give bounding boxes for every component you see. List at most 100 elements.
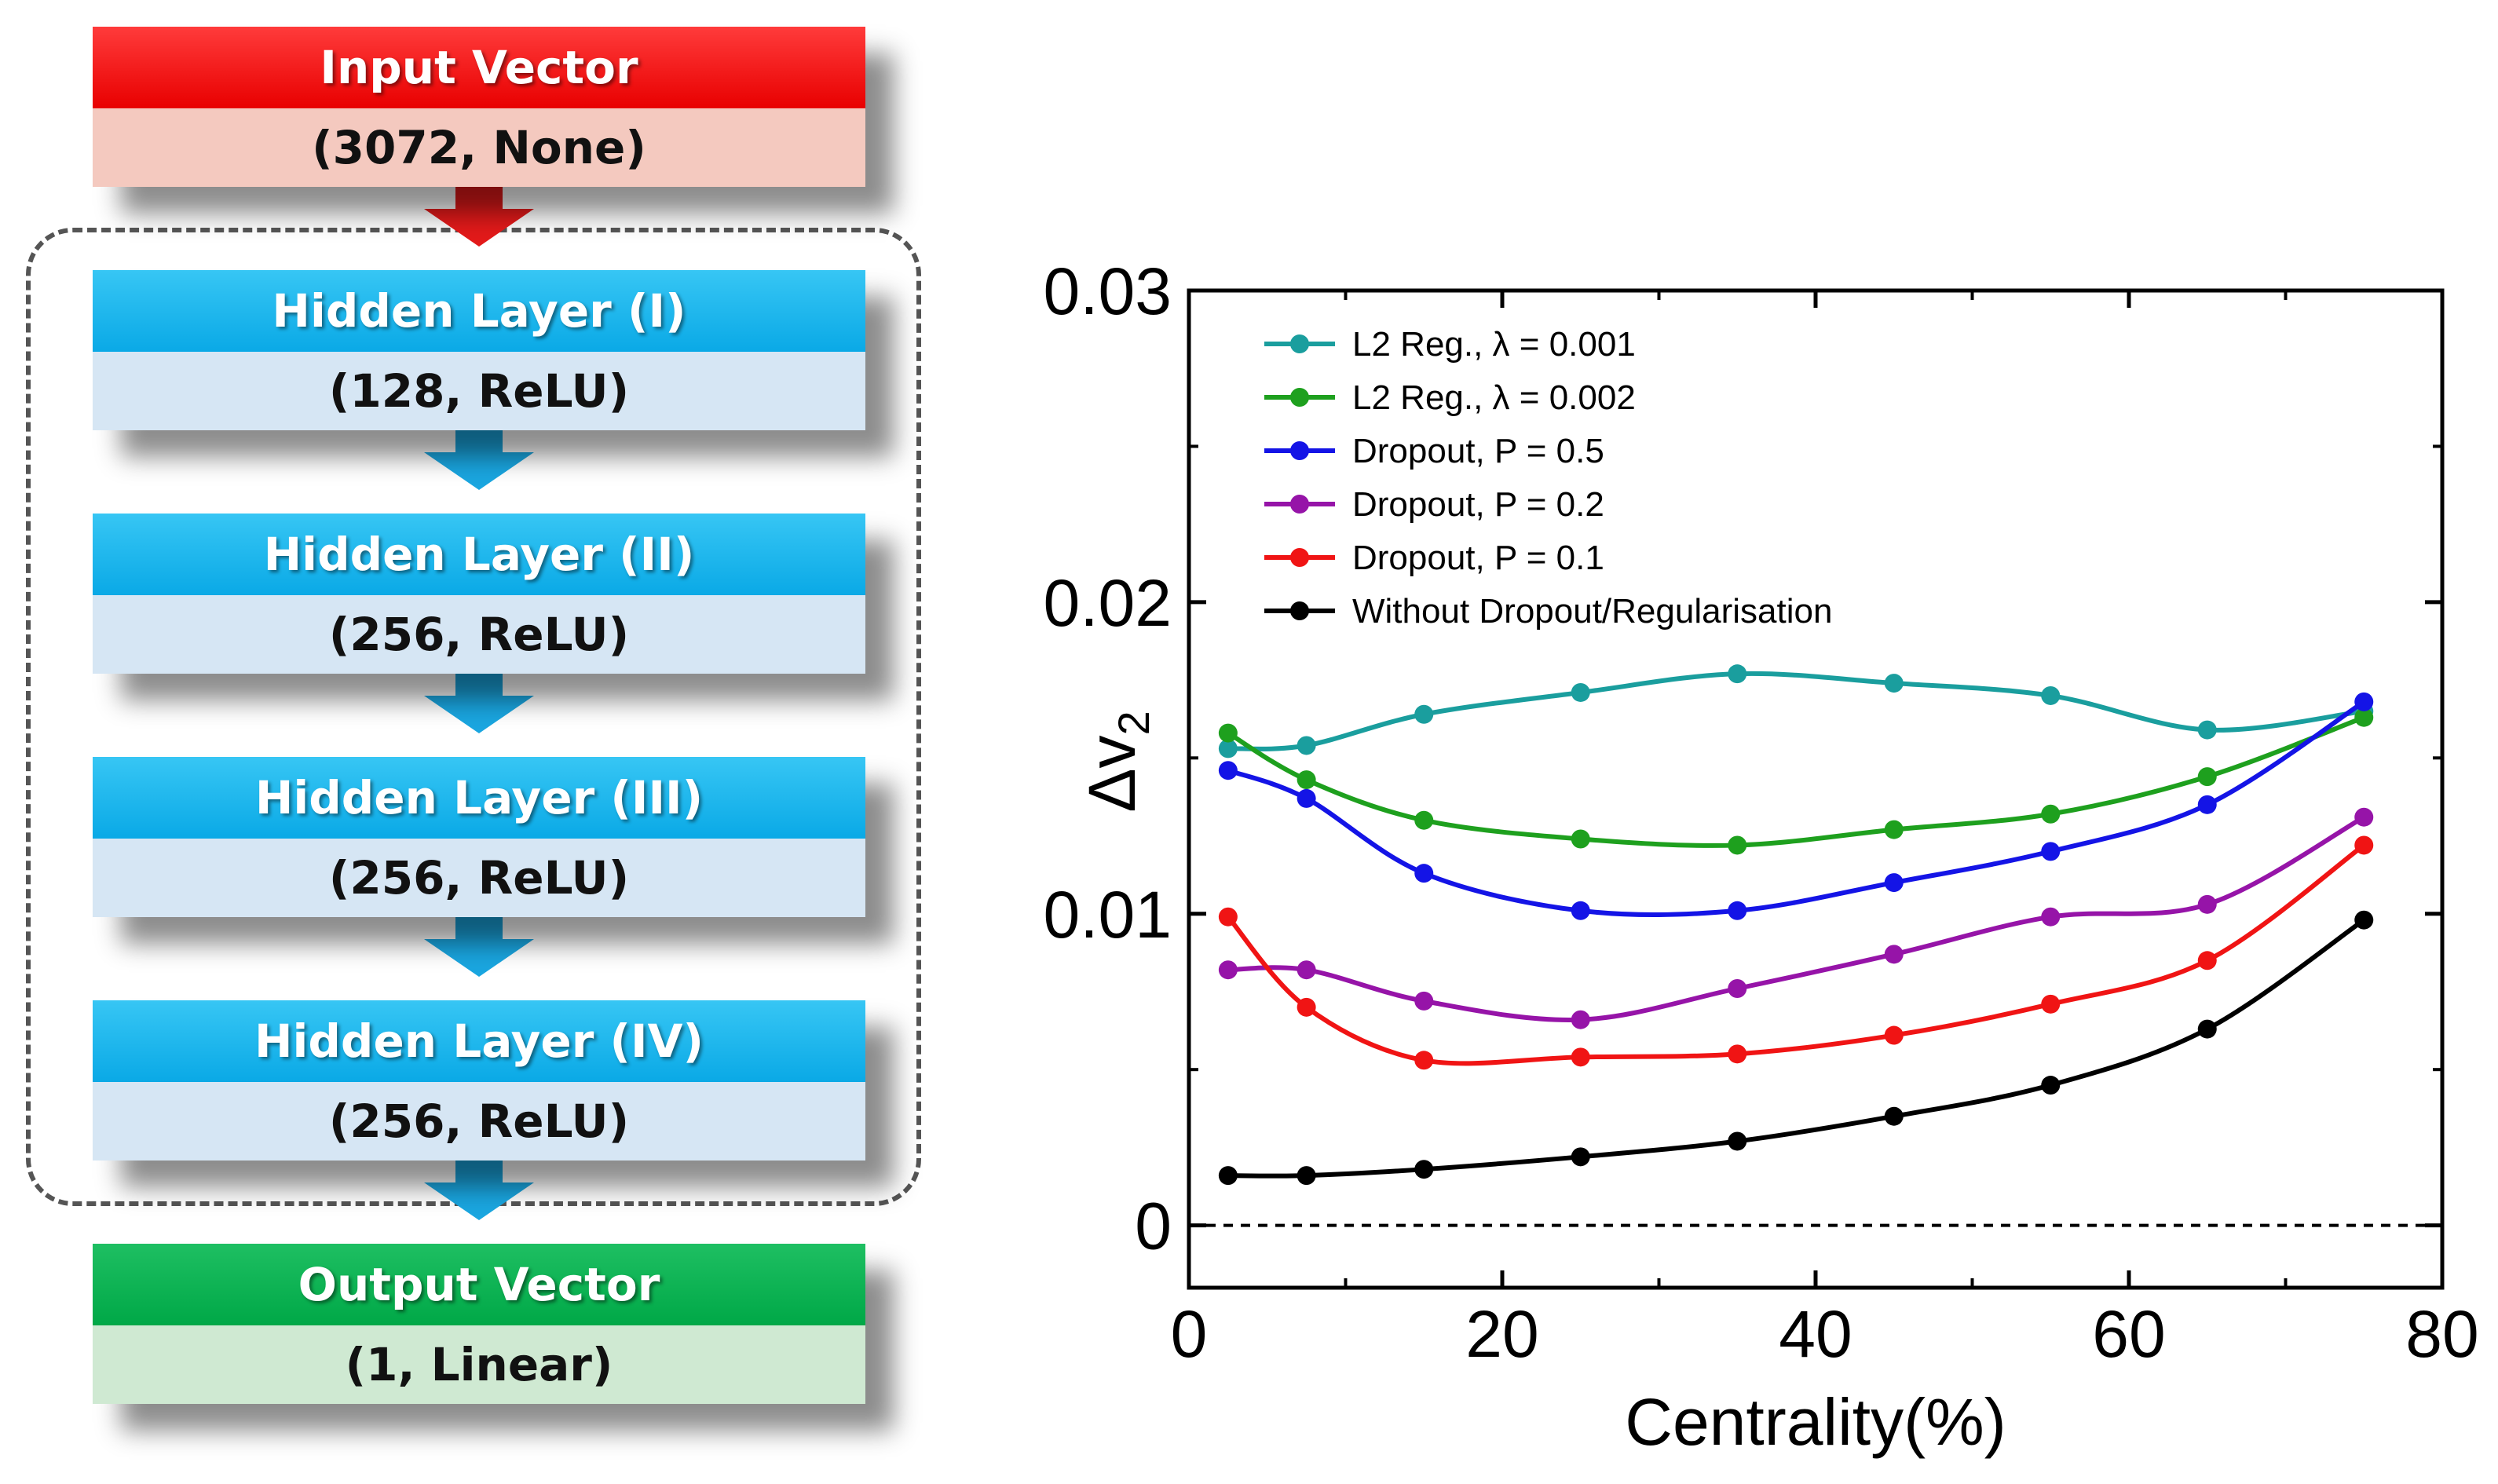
legend-entry: L2 Reg., λ = 0.001 [1264, 325, 1636, 364]
legend-marker [1290, 601, 1309, 620]
data-point [1218, 960, 1238, 980]
data-point [2354, 910, 2374, 930]
data-point [1414, 1051, 1434, 1070]
block-title: Hidden Layer (III) [93, 757, 865, 839]
series-line [1227, 918, 2365, 1179]
legend: L2 Reg., λ = 0.001 L2 Reg., λ = 0.002 Drop… [1264, 325, 1832, 631]
series-line [1227, 815, 2365, 1022]
x-tick-label: 20 [1465, 1297, 1538, 1371]
data-point [1728, 979, 1747, 998]
series-2 [1218, 692, 2374, 920]
y-tick-label: 0 [1135, 1190, 1172, 1263]
data-point [2041, 1076, 2061, 1095]
y-axis-title: Δv2 [1075, 711, 1158, 812]
arrow-h3-to-h4-icon [424, 909, 534, 977]
legend-label: L2 Reg., λ = 0.002 [1352, 378, 1636, 417]
data-point [2041, 907, 2061, 927]
x-axis-title: Centrality(%) [1625, 1385, 2006, 1459]
legend-entry: Dropout, P = 0.5 [1264, 432, 1604, 470]
block-detail: (256, ReLU) [93, 839, 865, 917]
x-tick-label: 0 [1171, 1297, 1208, 1371]
data-point [2354, 807, 2374, 827]
data-point [1728, 835, 1747, 855]
legend-label: Dropout, P = 0.5 [1352, 432, 1604, 470]
series-layer [1218, 664, 2374, 1186]
legend-marker [1290, 495, 1309, 514]
data-point [2354, 707, 2374, 727]
block-title: Output Vector [93, 1244, 865, 1325]
series-line [1226, 843, 2366, 1066]
block-detail: (256, ReLU) [93, 1082, 865, 1161]
hidden-layer-1-block: Hidden Layer (I) (128, ReLU) [93, 270, 865, 430]
data-point [2041, 804, 2061, 824]
data-point [1884, 945, 1904, 964]
data-point [2197, 795, 2217, 814]
legend-entry: Without Dropout/Regularisation [1264, 592, 1832, 631]
legend-label: Without Dropout/Regularisation [1352, 592, 1832, 631]
y-tick-label: 0.02 [1044, 566, 1172, 640]
data-point [1297, 770, 1316, 790]
data-point [1297, 1166, 1316, 1186]
series-5 [1218, 910, 2374, 1186]
input-vector-block: Input Vector (3072, None) [93, 27, 865, 187]
data-point [2197, 1019, 2217, 1039]
series-line [1227, 700, 2365, 918]
data-point [1728, 1131, 1747, 1151]
data-point [2041, 685, 2061, 705]
arrow-h1-to-h2-icon [424, 422, 534, 490]
data-point [1884, 873, 1904, 893]
data-point [1884, 1025, 1904, 1045]
data-point [2354, 835, 2374, 855]
legend-label: Dropout, P = 0.2 [1352, 485, 1604, 524]
data-point [1884, 820, 1904, 839]
data-point [1571, 1147, 1590, 1167]
y-axis-title-subscript: 2 [1109, 711, 1158, 735]
legend-entry: Dropout, P = 0.1 [1264, 539, 1604, 577]
data-point [2354, 692, 2374, 711]
block-title: Hidden Layer (II) [93, 514, 865, 595]
y-tick-label: 0.03 [1044, 254, 1172, 328]
series-4 [1218, 835, 2374, 1070]
x-tick-label: 40 [1779, 1297, 1852, 1371]
data-point [1297, 736, 1316, 755]
data-point [1218, 907, 1238, 927]
data-point [1297, 788, 1316, 808]
x-tick-label: 80 [2405, 1297, 2478, 1371]
data-point [1571, 1010, 1590, 1029]
legend-entry: Dropout, P = 0.2 [1264, 485, 1604, 524]
series-0 [1218, 664, 2374, 758]
data-point [1728, 1044, 1747, 1064]
data-point [2197, 951, 2217, 970]
x-tick-label: 60 [2092, 1297, 2165, 1371]
arrow-h4-to-output-icon [424, 1153, 534, 1220]
data-point [1571, 682, 1590, 702]
chart-svg: 0 20 40 60 80 0 0.01 0.02 0.03 L2 Reg., λ = 0.00… [1044, 254, 2479, 1459]
data-point [1414, 991, 1434, 1011]
output-vector-block: Output Vector (1, Linear) [93, 1244, 865, 1404]
data-point [2197, 894, 2217, 914]
hidden-layer-3-block: Hidden Layer (III) (256, ReLU) [93, 757, 865, 917]
data-point [1728, 901, 1747, 920]
legend-label: Dropout, P = 0.1 [1352, 539, 1604, 577]
hidden-layer-2-block: Hidden Layer (II) (256, ReLU) [93, 514, 865, 674]
block-detail: (256, ReLU) [93, 595, 865, 674]
block-detail: (128, ReLU) [93, 352, 865, 430]
data-point [1414, 704, 1434, 724]
delta-v2-chart: 0 20 40 60 80 0 0.01 0.02 0.03 L2 Reg., λ = 0.00… [927, 0, 2498, 1484]
data-point [1884, 1106, 1904, 1126]
network-diagram: Input Vector (3072, None) Hidden Layer (… [0, 0, 927, 1484]
hidden-layer-4-block: Hidden Layer (IV) (256, ReLU) [93, 1000, 865, 1161]
data-point [1218, 723, 1238, 743]
legend-marker [1290, 334, 1309, 353]
series-3 [1218, 807, 2374, 1029]
data-point [1728, 664, 1747, 684]
data-point [1414, 1160, 1434, 1179]
data-point [1218, 739, 1238, 758]
block-title: Hidden Layer (IV) [93, 1000, 865, 1082]
legend-label: L2 Reg., λ = 0.001 [1352, 325, 1636, 364]
data-point [2197, 767, 2217, 787]
data-point [1571, 1047, 1590, 1067]
block-title: Hidden Layer (I) [93, 270, 865, 352]
data-point [2197, 720, 2217, 740]
axis-tick-labels: 0 20 40 60 80 0 0.01 0.02 0.03 [1044, 254, 2479, 1371]
